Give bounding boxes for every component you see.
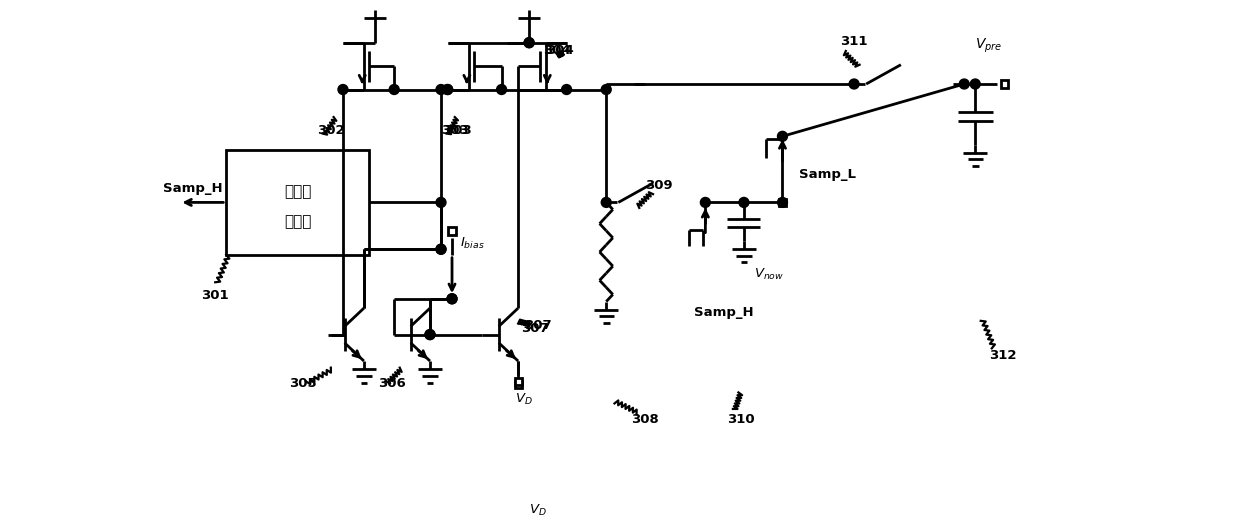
Circle shape — [436, 244, 446, 254]
Circle shape — [448, 294, 458, 304]
Text: 304: 304 — [546, 44, 573, 57]
Text: 311: 311 — [841, 35, 868, 48]
Circle shape — [525, 38, 534, 48]
Circle shape — [701, 197, 711, 207]
Text: $V_D$: $V_D$ — [515, 392, 532, 407]
Circle shape — [448, 294, 458, 304]
Circle shape — [777, 132, 787, 141]
Text: 303: 303 — [441, 124, 469, 137]
Text: $V_D$: $V_D$ — [528, 503, 547, 519]
Text: $I_{bias}$: $I_{bias}$ — [460, 236, 485, 251]
Text: 308: 308 — [631, 413, 658, 426]
Text: Samp_H: Samp_H — [694, 306, 754, 319]
Text: 307: 307 — [521, 322, 548, 335]
Text: 302: 302 — [317, 124, 345, 137]
Circle shape — [970, 79, 980, 89]
Text: Samp_L: Samp_L — [799, 168, 856, 181]
Circle shape — [497, 85, 507, 95]
Text: 305: 305 — [290, 377, 317, 390]
Circle shape — [739, 197, 749, 207]
Circle shape — [525, 38, 534, 48]
Circle shape — [436, 85, 446, 95]
Circle shape — [601, 85, 611, 95]
Text: 309: 309 — [645, 179, 672, 191]
Circle shape — [339, 85, 348, 95]
Circle shape — [960, 79, 970, 89]
Bar — [515, 378, 522, 385]
Circle shape — [777, 197, 787, 207]
Bar — [515, 381, 522, 388]
Bar — [449, 227, 455, 235]
Text: $V_{now}$: $V_{now}$ — [754, 267, 784, 281]
Text: 303: 303 — [444, 124, 471, 137]
Text: $V_{pre}$: $V_{pre}$ — [976, 36, 1003, 55]
Text: Samp_H: Samp_H — [162, 182, 222, 195]
Text: 307: 307 — [523, 319, 552, 332]
Bar — [779, 199, 786, 206]
Circle shape — [601, 197, 611, 207]
Circle shape — [443, 85, 453, 95]
Circle shape — [443, 85, 453, 95]
Circle shape — [849, 79, 859, 89]
Text: 301: 301 — [201, 289, 229, 302]
Text: 310: 310 — [728, 413, 755, 426]
Text: 306: 306 — [378, 377, 405, 390]
Circle shape — [425, 330, 435, 340]
Circle shape — [436, 244, 446, 254]
Circle shape — [562, 85, 572, 95]
Text: 312: 312 — [990, 349, 1017, 362]
Circle shape — [425, 330, 435, 340]
Circle shape — [436, 197, 446, 207]
Text: 窄脉冲: 窄脉冲 — [284, 184, 311, 199]
Circle shape — [389, 85, 399, 95]
Bar — [226, 150, 370, 255]
Text: 发生器: 发生器 — [284, 214, 311, 229]
Text: 304: 304 — [543, 44, 570, 57]
Bar — [1001, 80, 1008, 88]
